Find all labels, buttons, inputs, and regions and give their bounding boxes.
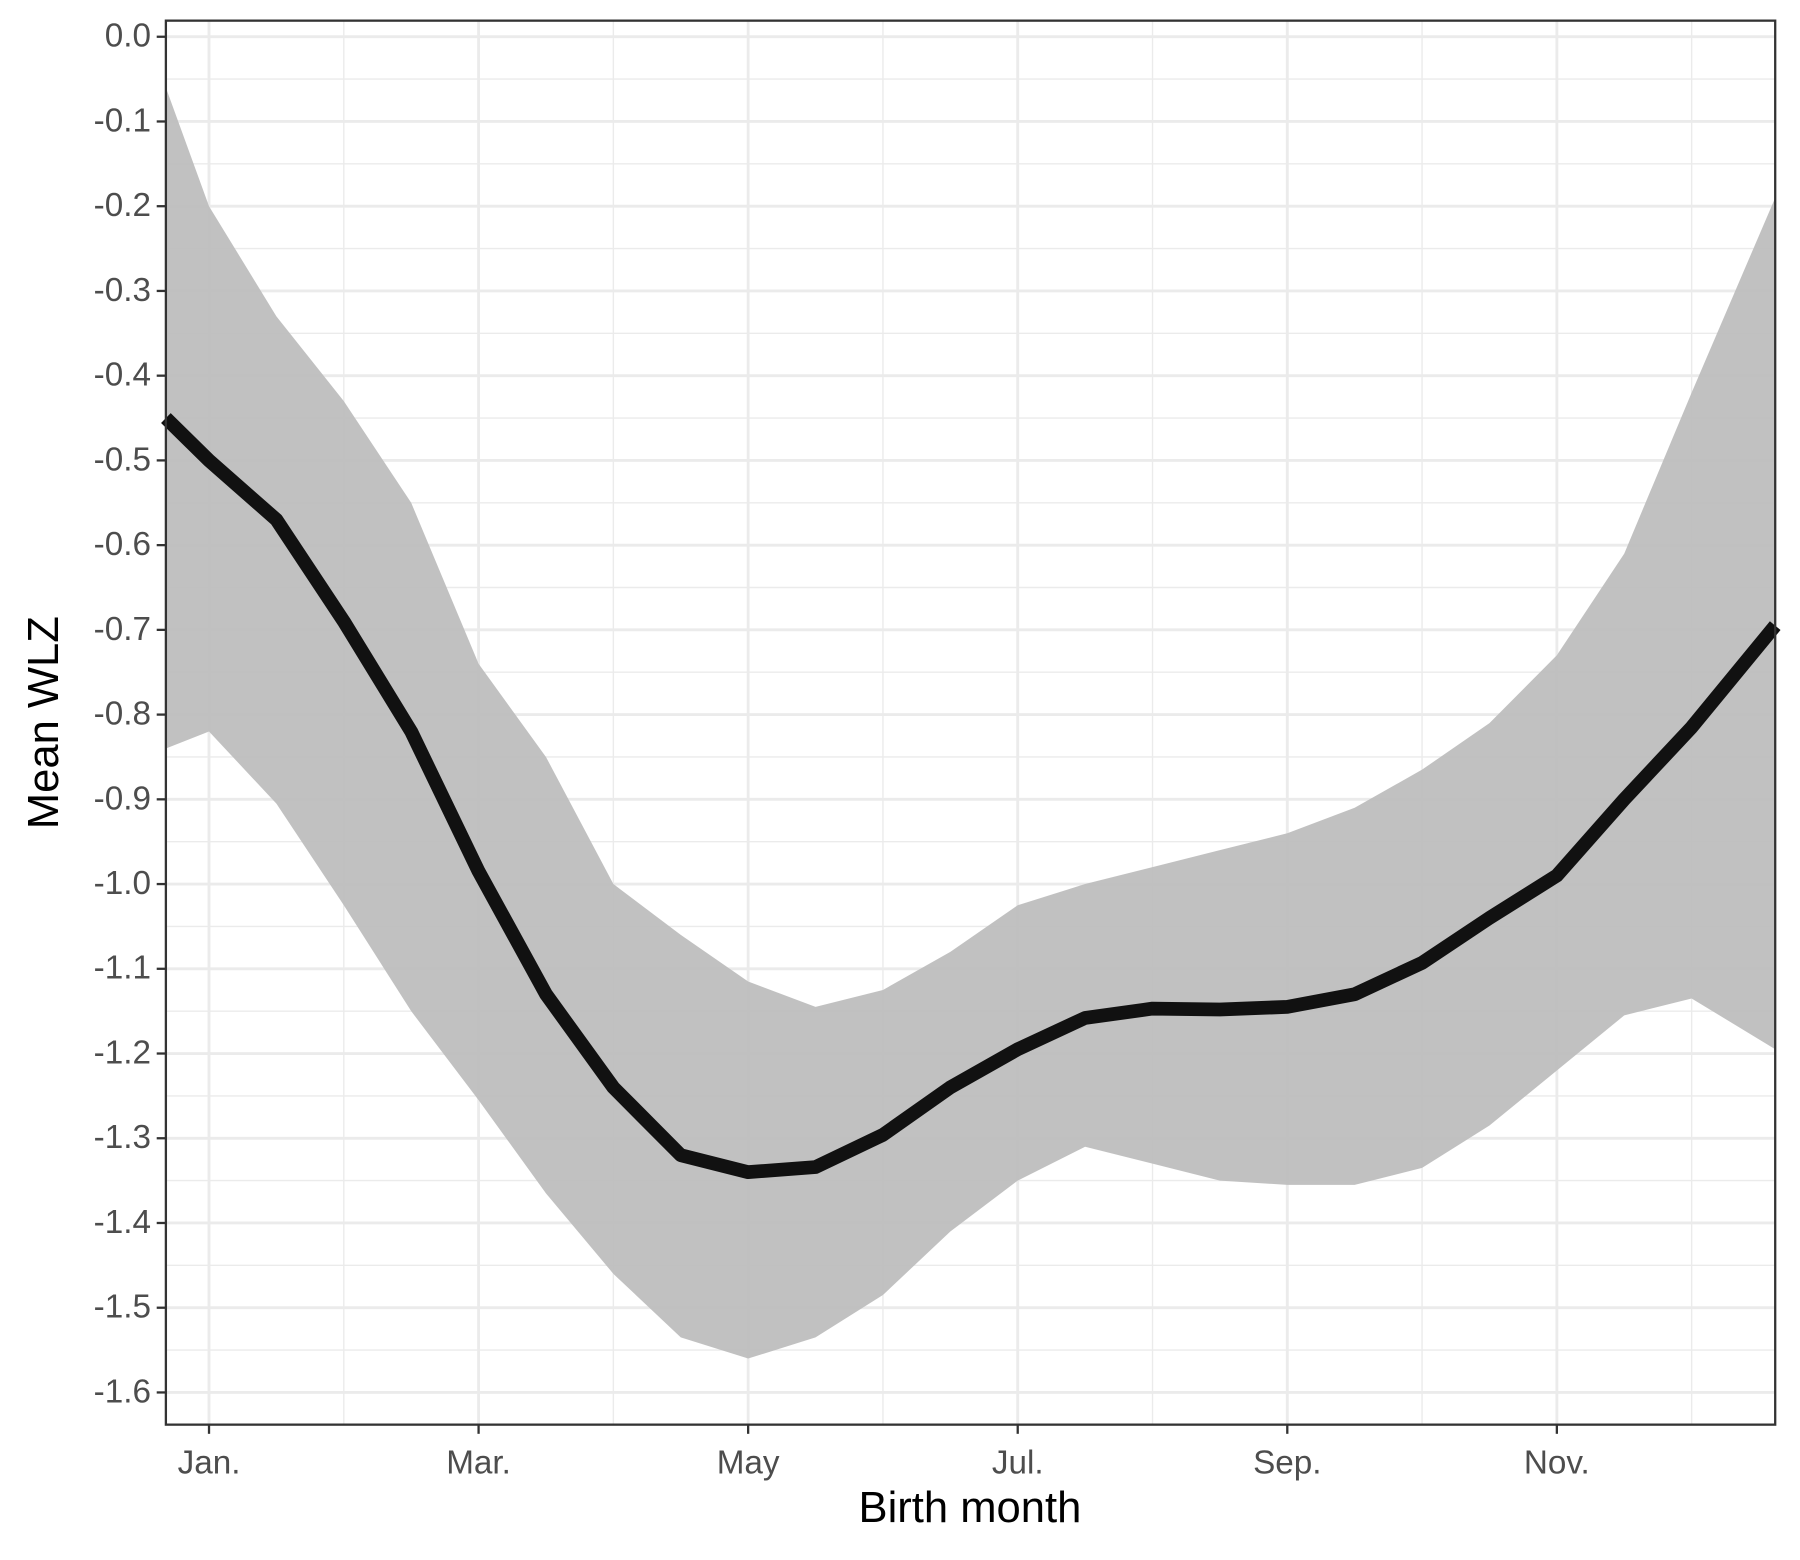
- x-tick-label: Nov.: [1524, 1445, 1590, 1482]
- x-tick-label: Sep.: [1253, 1445, 1321, 1482]
- marks: [161, 87, 1781, 1359]
- x-axis-title: Birth month: [859, 1484, 1082, 1532]
- y-tick-label: 0.0: [105, 18, 151, 55]
- y-tick-label: -0.8: [94, 696, 151, 733]
- y-tick-label: -1.0: [94, 865, 151, 902]
- y-tick-label: -0.7: [94, 611, 151, 648]
- panel-border: [164, 19, 1777, 1426]
- y-axis-title: Mean WLZ: [20, 616, 68, 829]
- y-tick-label: -0.2: [94, 187, 151, 224]
- x-tick-label: May: [717, 1445, 780, 1482]
- y-tick-label: -1.3: [94, 1119, 151, 1156]
- y-tick-label: -1.5: [94, 1289, 151, 1326]
- line: [161, 413, 1781, 1180]
- y-tick-label: -1.1: [94, 950, 151, 987]
- y-tick-label: -0.4: [94, 357, 151, 394]
- y-tick-label: -1.4: [94, 1204, 151, 1241]
- y-tick-label: -0.1: [94, 102, 151, 139]
- x-tick-label: Mar.: [446, 1445, 511, 1482]
- y-tick-label: -0.9: [94, 780, 151, 817]
- x-tick-label: Jan.: [178, 1445, 241, 1482]
- y-tick-label: -0.5: [94, 441, 151, 478]
- confidence-band: [165, 87, 1776, 1359]
- axes: Jan. Mar. May Jul. Sep. Nov. 0.0 -0.1 -0.2 -0.3 -0…: [94, 18, 1590, 1482]
- y-tick-label: -1.2: [94, 1034, 151, 1071]
- y-tick-label: -0.6: [94, 526, 151, 563]
- y-tick-label: -1.6: [94, 1373, 151, 1410]
- x-tick-label: Jul.: [992, 1445, 1044, 1482]
- y-tick-label: -0.3: [94, 272, 151, 309]
